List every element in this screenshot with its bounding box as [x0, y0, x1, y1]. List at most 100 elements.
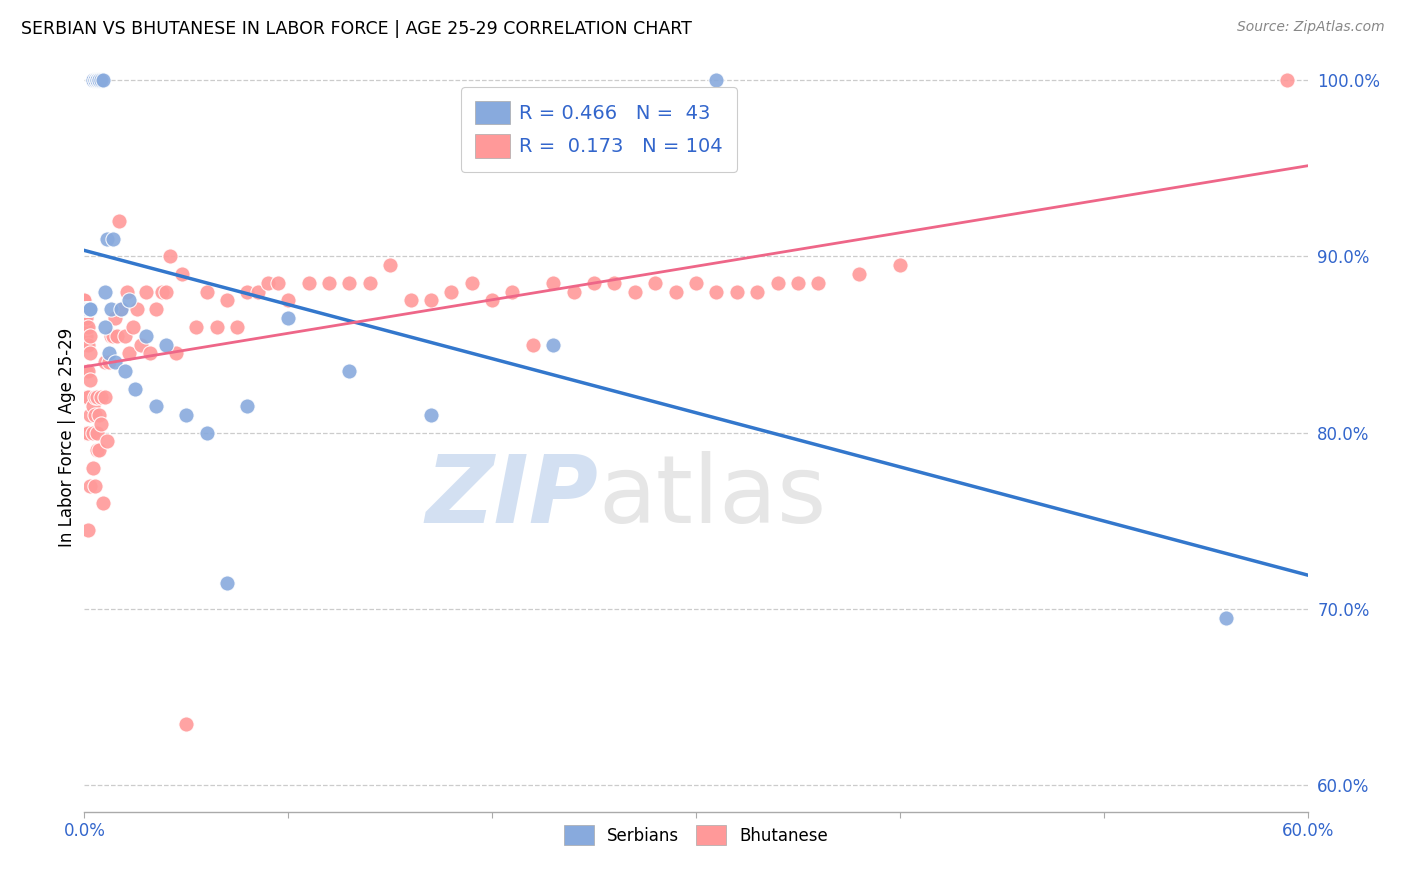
Point [339, 364, 361, 378]
Point [86, 443, 108, 458]
Point [1215, 611, 1237, 625]
Point [75, 337, 97, 351]
Point [257, 276, 280, 290]
Point [75, 302, 97, 317]
Point [236, 285, 259, 299]
Point [79, 302, 101, 317]
Y-axis label: In Labor Force | Age 25-29: In Labor Force | Age 25-29 [58, 327, 76, 547]
Point [583, 276, 606, 290]
Point [131, 337, 153, 351]
Text: atlas: atlas [598, 451, 827, 543]
Point [399, 293, 422, 308]
Point [73, 293, 96, 308]
Point [79, 478, 101, 492]
Point [77, 319, 100, 334]
Point [93, 319, 115, 334]
Point [83, 391, 105, 405]
Point [267, 276, 290, 290]
Point [86, 73, 108, 87]
Point [77, 302, 100, 317]
Point [172, 267, 194, 281]
Point [87, 408, 110, 422]
Point [73, 319, 96, 334]
Point [461, 276, 484, 290]
Point [118, 346, 141, 360]
Point [150, 285, 173, 299]
Point [543, 337, 565, 351]
Point [603, 276, 626, 290]
Point [685, 276, 707, 290]
Point [75, 311, 97, 326]
Point [73, 293, 96, 308]
Point [174, 716, 197, 731]
Point [481, 293, 503, 308]
Point [82, 399, 104, 413]
Point [522, 337, 544, 351]
Point [135, 285, 157, 299]
Point [83, 73, 105, 87]
Point [138, 346, 160, 360]
Point [93, 391, 115, 405]
Point [236, 399, 259, 413]
Point [145, 302, 167, 317]
Point [87, 73, 110, 87]
Point [339, 276, 361, 290]
Point [118, 293, 141, 308]
Point [75, 302, 97, 317]
Point [114, 328, 136, 343]
Point [807, 276, 830, 290]
Point [145, 399, 167, 413]
Point [766, 276, 789, 290]
Point [97, 355, 120, 369]
Point [122, 319, 145, 334]
Point [135, 328, 157, 343]
Point [195, 285, 218, 299]
Point [91, 73, 114, 87]
Point [101, 232, 124, 246]
Point [114, 364, 136, 378]
Point [277, 311, 299, 326]
Point [75, 425, 97, 440]
Point [77, 391, 100, 405]
Point [82, 73, 104, 87]
Point [83, 408, 105, 422]
Point [104, 355, 127, 369]
Point [298, 276, 321, 290]
Point [93, 355, 115, 369]
Point [77, 337, 100, 351]
Point [79, 373, 101, 387]
Point [79, 302, 101, 317]
Point [86, 73, 108, 87]
Point [73, 311, 96, 326]
Legend: Serbians, Bhutanese: Serbians, Bhutanese [557, 819, 835, 852]
Point [155, 337, 177, 351]
Point [97, 346, 120, 360]
Point [100, 302, 122, 317]
Point [420, 293, 443, 308]
Point [165, 346, 187, 360]
Point [101, 328, 124, 343]
Point [127, 302, 149, 317]
Point [79, 328, 101, 343]
Point [155, 285, 177, 299]
Point [502, 285, 524, 299]
Point [889, 258, 911, 272]
Point [79, 408, 101, 422]
Point [318, 276, 340, 290]
Point [159, 249, 181, 263]
Point [359, 276, 381, 290]
Point [440, 285, 463, 299]
Point [82, 461, 104, 475]
Point [105, 328, 128, 343]
Point [100, 328, 122, 343]
Point [706, 73, 728, 87]
Point [706, 285, 728, 299]
Point [110, 302, 132, 317]
Point [83, 478, 105, 492]
Point [83, 73, 105, 87]
Point [77, 302, 100, 317]
Point [86, 391, 108, 405]
Point [108, 214, 131, 228]
Point [195, 425, 218, 440]
Point [110, 302, 132, 317]
